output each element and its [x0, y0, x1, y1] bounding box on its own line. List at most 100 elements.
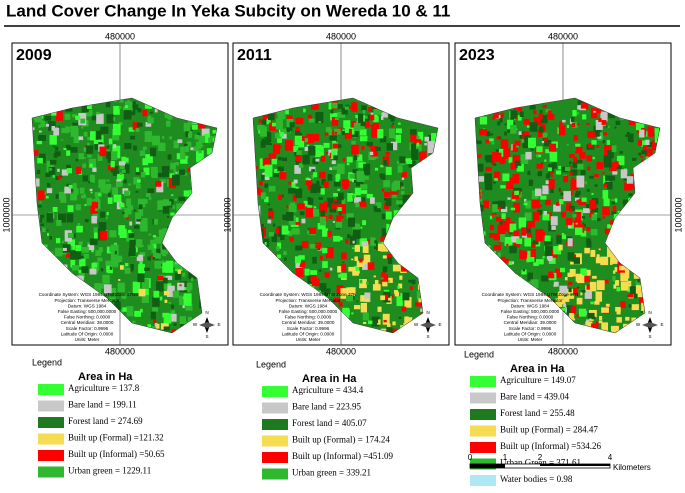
patch — [99, 146, 107, 157]
patch — [136, 179, 141, 183]
patch — [279, 132, 284, 137]
patch — [363, 254, 371, 264]
patch — [310, 271, 317, 282]
patch — [560, 192, 565, 196]
patch — [335, 178, 340, 182]
patch — [148, 196, 152, 200]
patch — [527, 250, 531, 256]
patch — [606, 139, 610, 145]
patch — [373, 109, 382, 116]
patch — [500, 256, 506, 265]
patch — [381, 228, 390, 237]
patch — [330, 130, 337, 140]
patch — [627, 280, 632, 284]
patch — [512, 144, 518, 152]
patch — [92, 210, 98, 220]
patch — [580, 268, 587, 278]
patch — [362, 244, 369, 253]
patch — [106, 151, 113, 159]
legend-swatch — [470, 442, 496, 453]
patch — [272, 172, 280, 178]
year: 2009 — [16, 47, 52, 64]
patch — [144, 288, 149, 296]
patch — [497, 121, 501, 126]
legend-item: Built up (Formal) = 284.47 — [500, 425, 598, 435]
patch — [410, 129, 417, 135]
patch — [133, 101, 137, 104]
patch — [109, 246, 117, 252]
patch — [387, 323, 391, 327]
patch — [605, 125, 609, 128]
patch — [180, 155, 188, 164]
patch — [354, 256, 358, 262]
patch — [600, 256, 609, 266]
patch — [529, 122, 538, 132]
patch — [81, 246, 89, 253]
patch — [136, 218, 142, 222]
patch — [45, 172, 51, 177]
patch — [341, 291, 349, 298]
patch — [124, 105, 129, 109]
patch — [346, 287, 353, 296]
patch — [595, 300, 600, 304]
patch — [138, 254, 144, 261]
patch — [540, 162, 544, 165]
patch — [542, 132, 548, 138]
patch — [72, 114, 77, 118]
patch — [553, 246, 562, 255]
patch — [512, 155, 520, 163]
patch — [497, 200, 506, 209]
patch — [630, 174, 635, 177]
patch — [342, 129, 345, 131]
patch — [132, 281, 141, 294]
patch — [135, 171, 141, 176]
patch — [139, 261, 143, 265]
patch — [497, 224, 506, 235]
patch — [160, 323, 169, 330]
patch — [524, 135, 531, 142]
patch — [45, 195, 49, 199]
patch — [518, 188, 522, 192]
patch — [76, 225, 83, 233]
patch — [491, 141, 495, 145]
patch — [411, 143, 416, 151]
patch — [66, 213, 74, 223]
patch — [141, 244, 144, 247]
side-coord: 1000000 — [1, 197, 11, 232]
patch — [289, 122, 295, 128]
patch — [532, 240, 539, 245]
patch — [366, 141, 373, 146]
map-outline — [474, 97, 661, 334]
patch — [524, 237, 532, 247]
patch — [380, 277, 384, 280]
patch — [590, 249, 596, 257]
patch — [53, 127, 60, 136]
patch — [341, 311, 350, 318]
patch — [351, 144, 359, 155]
patch — [351, 129, 359, 138]
patch — [591, 214, 597, 221]
patch — [331, 203, 339, 209]
patch — [528, 179, 533, 186]
patch — [110, 256, 119, 268]
patch — [277, 242, 282, 249]
patch — [169, 136, 173, 140]
patch — [493, 110, 499, 119]
patch — [114, 301, 121, 312]
patch — [212, 138, 216, 142]
map-metadata: False Easting: 500,000.0000 — [58, 309, 117, 314]
patch — [392, 122, 395, 125]
patch — [526, 255, 535, 262]
patch — [351, 312, 354, 315]
patch — [392, 194, 397, 198]
patch — [367, 262, 375, 270]
patch — [383, 294, 389, 300]
patch — [75, 158, 79, 162]
patch — [66, 164, 71, 170]
patch — [91, 216, 97, 224]
patch — [149, 147, 157, 157]
patch — [90, 191, 93, 194]
patch — [324, 272, 328, 278]
patch — [39, 201, 42, 204]
patch — [40, 223, 44, 227]
